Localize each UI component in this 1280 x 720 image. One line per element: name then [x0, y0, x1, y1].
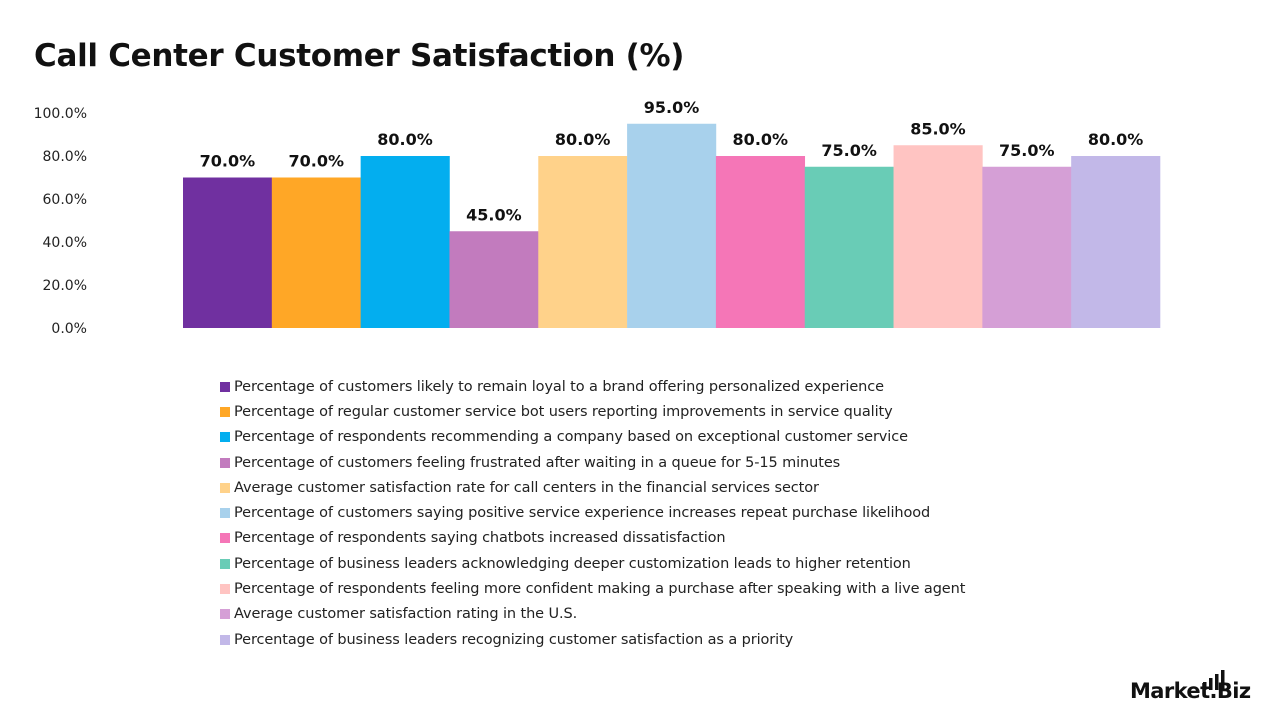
legend-swatch	[220, 558, 230, 569]
y-tick-label: 60.0%	[43, 192, 87, 208]
chart-legend: Percentage of customers likely to remain…	[220, 374, 965, 652]
legend-item: Percentage of customers likely to remain…	[220, 374, 965, 399]
bar	[715, 156, 806, 328]
legend-swatch	[220, 533, 230, 544]
legend-swatch	[220, 406, 230, 417]
data-label: 80.0%	[377, 130, 433, 149]
data-label: 70.0%	[200, 152, 256, 171]
bar	[982, 166, 1072, 328]
data-label: 80.0%	[555, 130, 611, 149]
y-tick-label: 0.0%	[51, 321, 87, 337]
legend-swatch	[220, 634, 230, 645]
legend-label: Percentage of customers saying positive …	[234, 505, 931, 522]
bar	[627, 123, 717, 328]
legend-label: Percentage of respondents feeling more c…	[234, 581, 966, 598]
legend-label: Average customer satisfaction rating in …	[234, 606, 578, 623]
legend-item: Percentage of respondents feeling more c…	[220, 576, 965, 601]
legend-swatch	[220, 381, 230, 392]
legend-label: Percentage of respondents saying chatbot…	[234, 530, 726, 547]
legend-label: Percentage of regular customer service b…	[234, 403, 893, 420]
bar-chart: 0.0% 20.0% 40.0% 60.0% 80.0% 100.0% 70.0% 70.0%…	[34, 98, 1161, 337]
legend-item: Percentage of customers saying positive …	[220, 500, 965, 525]
data-label: 85.0%	[910, 119, 966, 138]
bar	[804, 166, 894, 328]
legend-label: Percentage of respondents recommending a…	[234, 429, 908, 446]
legend-swatch	[220, 609, 230, 620]
y-tick-label: 40.0%	[43, 235, 87, 251]
legend-item: Percentage of business leaders recognizi…	[220, 627, 965, 652]
y-tick-label: 20.0%	[43, 278, 87, 294]
legend-swatch	[220, 584, 230, 595]
legend-label: Percentage of business leaders recognizi…	[234, 631, 794, 648]
chart-title: Call Center Customer Satisfaction (%)	[34, 38, 685, 74]
legend-item: Percentage of regular customer service b…	[220, 399, 965, 424]
data-label: 95.0%	[644, 98, 700, 117]
legend-item: Percentage of respondents recommending a…	[220, 425, 965, 450]
y-tick-label: 80.0%	[43, 149, 87, 165]
legend-swatch	[220, 508, 230, 519]
legend-swatch	[220, 482, 230, 493]
legend-item: Average customer satisfaction rate for c…	[220, 475, 965, 500]
data-label: 80.0%	[1088, 130, 1144, 149]
legend-item: Percentage of respondents saying chatbot…	[220, 526, 965, 551]
legend-label: Average customer satisfaction rate for c…	[234, 479, 819, 496]
bar	[183, 177, 273, 328]
legend-item: Percentage of customers feeling frustrat…	[220, 450, 965, 475]
bar	[271, 177, 361, 328]
bar	[360, 156, 450, 328]
bar	[449, 231, 539, 328]
legend-label: Percentage of business leaders acknowled…	[234, 555, 911, 572]
bar	[893, 145, 983, 328]
bar	[538, 156, 628, 328]
y-tick-label: 100.0%	[34, 106, 87, 122]
legend-label: Percentage of customers feeling frustrat…	[234, 454, 841, 471]
data-label: 75.0%	[821, 141, 877, 160]
legend-item: Percentage of business leaders acknowled…	[220, 551, 965, 576]
bar-chart-logo-icon	[1203, 670, 1225, 690]
brand-logo-text: Market.Biz	[1130, 679, 1251, 703]
data-label: 70.0%	[288, 152, 344, 171]
data-label: 45.0%	[466, 205, 522, 224]
bar	[1071, 156, 1161, 328]
legend-swatch	[220, 432, 230, 443]
data-label: 75.0%	[999, 141, 1055, 160]
legend-label: Percentage of customers likely to remain…	[234, 378, 884, 395]
legend-item: Average customer satisfaction rating in …	[220, 602, 965, 627]
data-label: 80.0%	[733, 130, 789, 149]
legend-swatch	[220, 457, 230, 468]
brand-logo: Market.Biz	[1130, 668, 1270, 708]
